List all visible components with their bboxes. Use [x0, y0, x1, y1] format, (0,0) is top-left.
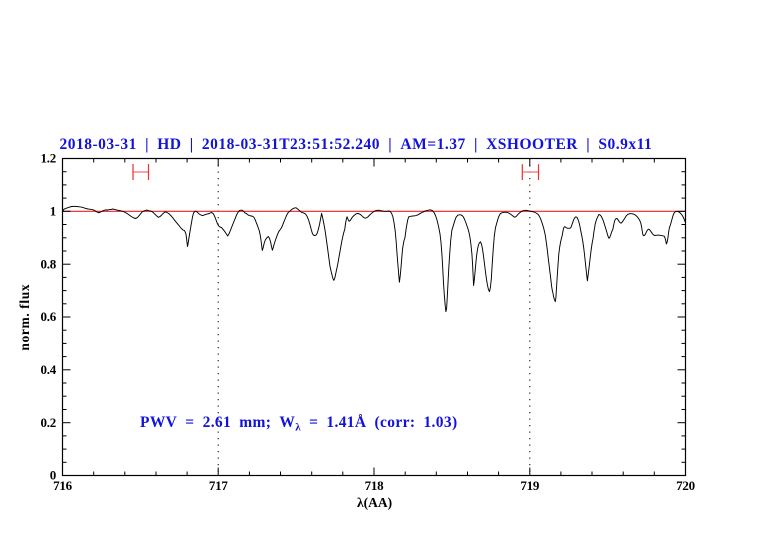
svg-text:1: 1	[50, 204, 56, 219]
svg-text:719: 719	[520, 478, 540, 493]
svg-text:720: 720	[676, 478, 695, 493]
svg-text:716: 716	[53, 478, 73, 493]
svg-text:norm. flux: norm. flux	[17, 284, 32, 351]
svg-text:λ(AA): λ(AA)	[357, 495, 392, 510]
svg-text:1.2: 1.2	[41, 151, 57, 166]
svg-text:PWV = 2.61 mm; Wλ = 1.41Å (cor: PWV = 2.61 mm; Wλ = 1.41Å (corr: 1.03)	[140, 414, 457, 434]
svg-text:0.2: 0.2	[41, 415, 57, 430]
svg-text:0.6: 0.6	[41, 309, 57, 324]
svg-text:0: 0	[50, 468, 56, 483]
svg-text:0.8: 0.8	[41, 256, 57, 271]
svg-text:2018-03-31 | HD | 2018-03-31T2: 2018-03-31 | HD | 2018-03-31T23:51:52.24…	[60, 136, 653, 153]
svg-text:718: 718	[365, 478, 385, 493]
svg-text:0.4: 0.4	[41, 362, 57, 377]
svg-text:717: 717	[209, 478, 229, 493]
